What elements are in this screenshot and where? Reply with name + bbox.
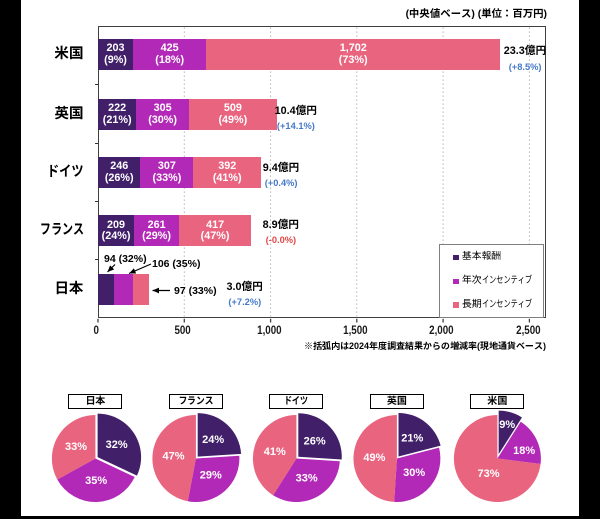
svg-text:33%: 33% bbox=[65, 441, 87, 453]
svg-text:32%: 32% bbox=[106, 439, 128, 451]
svg-text:41%: 41% bbox=[264, 446, 286, 458]
svg-text:26%: 26% bbox=[304, 435, 326, 447]
svg-text:29%: 29% bbox=[200, 469, 222, 481]
svg-text:18%: 18% bbox=[513, 445, 535, 457]
svg-text:24%: 24% bbox=[202, 434, 224, 446]
svg-text:73%: 73% bbox=[477, 468, 499, 480]
svg-text:49%: 49% bbox=[363, 452, 385, 464]
svg-text:33%: 33% bbox=[296, 473, 318, 485]
svg-text:9%: 9% bbox=[499, 419, 515, 431]
svg-text:21%: 21% bbox=[401, 433, 423, 445]
svg-text:30%: 30% bbox=[403, 467, 425, 479]
svg-text:35%: 35% bbox=[85, 475, 107, 487]
svg-text:47%: 47% bbox=[162, 450, 184, 462]
